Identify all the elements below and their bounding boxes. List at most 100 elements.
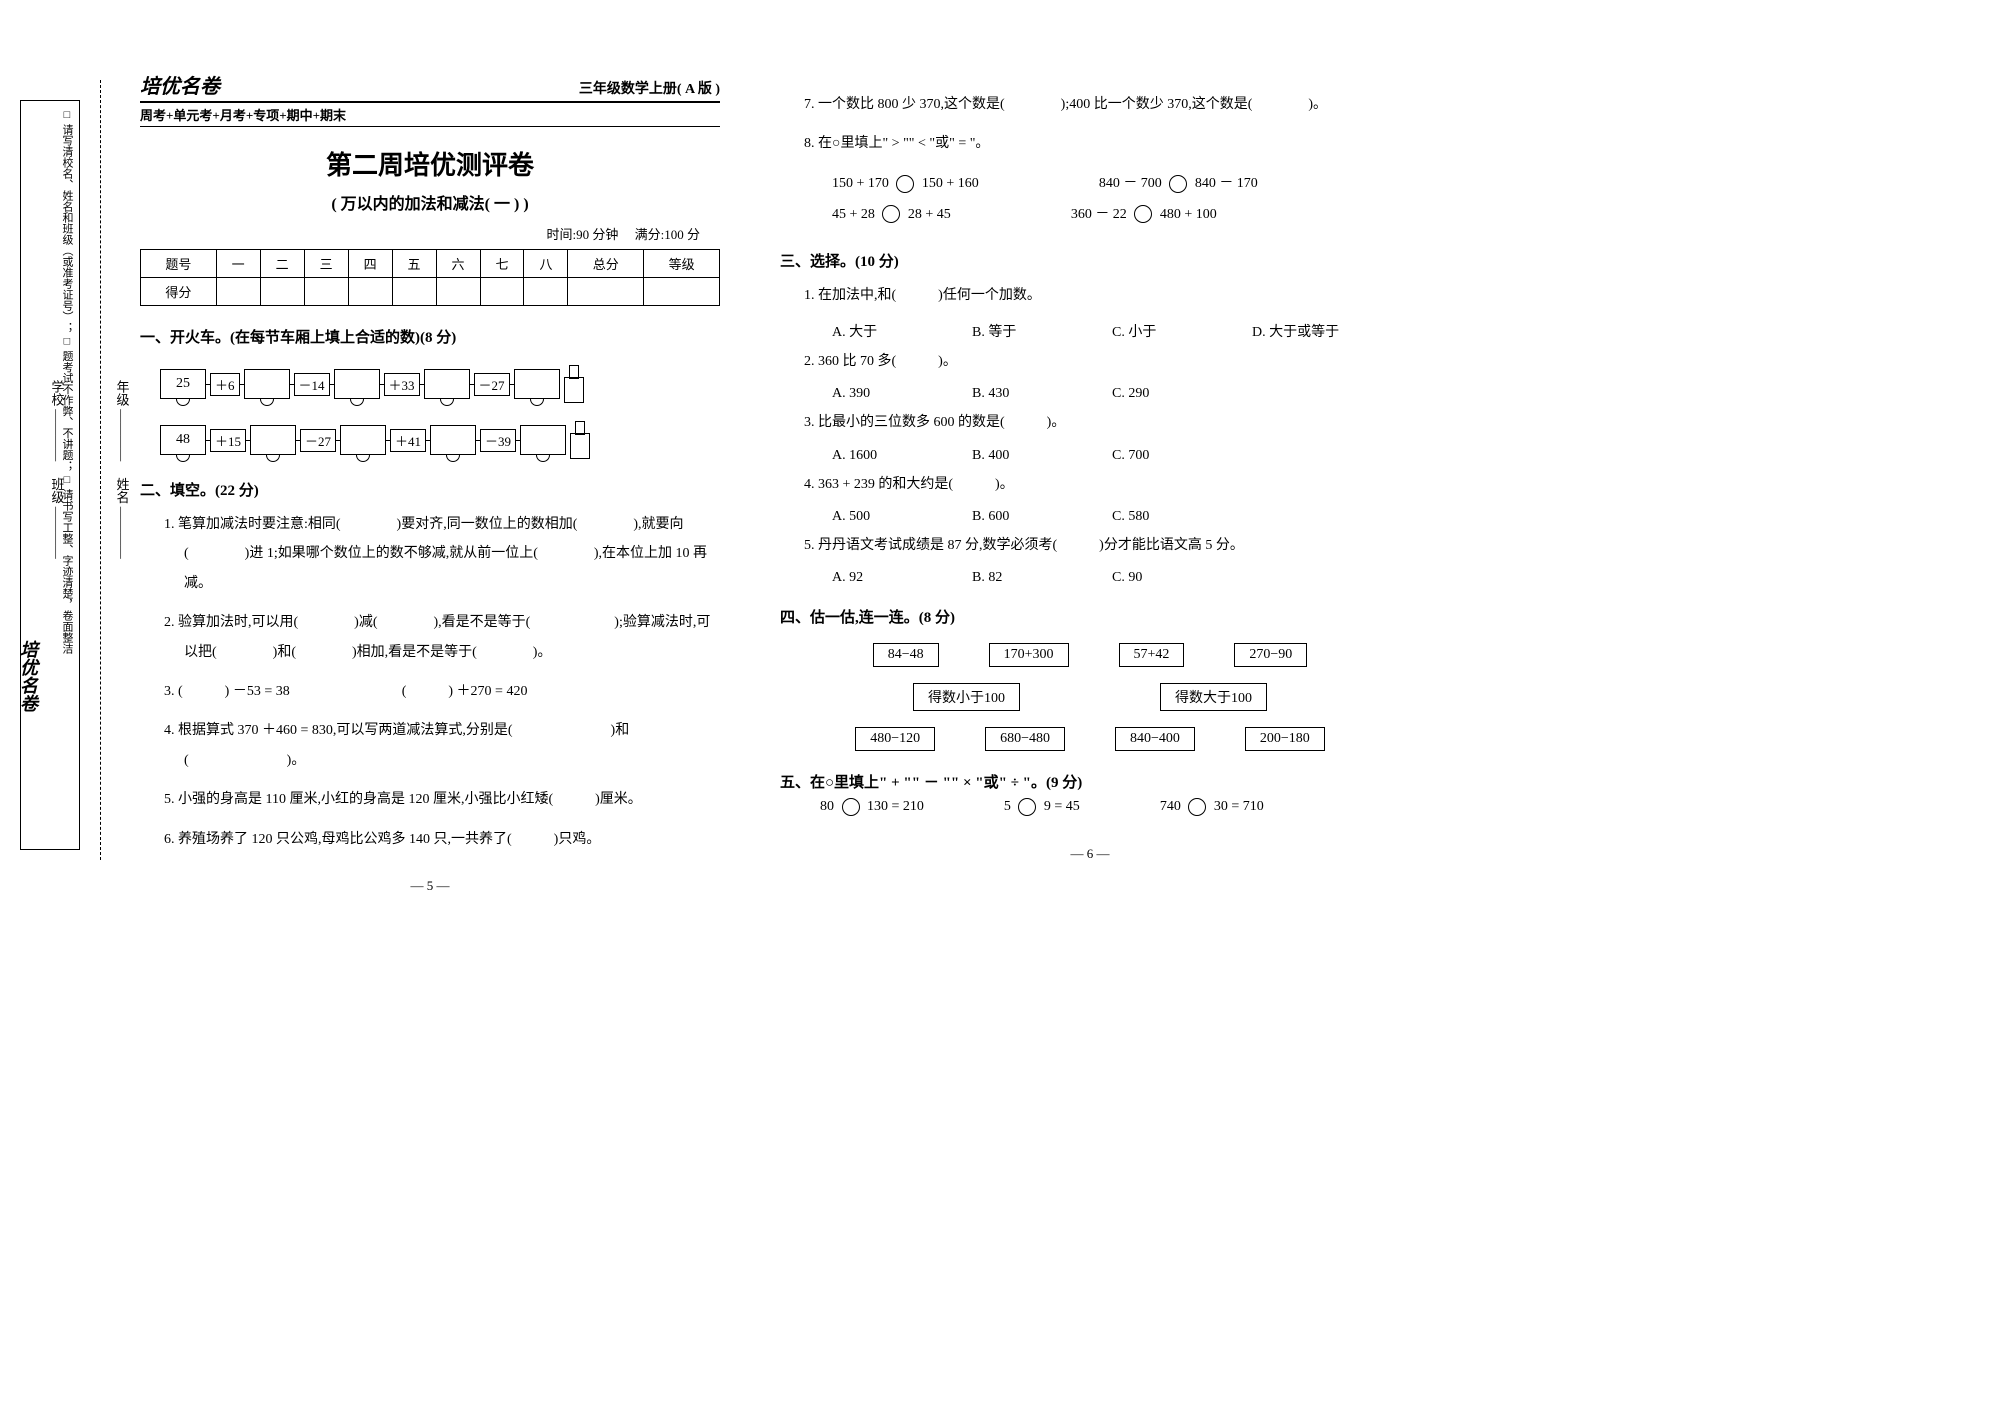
page-number: — 5 —: [140, 878, 720, 894]
train-blank[interactable]: [334, 369, 380, 399]
compare-row: 45 + 28 28 + 45 360 － 22 480 + 100: [804, 200, 1400, 231]
train-blank[interactable]: [430, 425, 476, 455]
op-expr: 740 30 = 710: [1160, 792, 1264, 821]
choice[interactable]: A. 大于: [832, 321, 912, 341]
est-box[interactable]: 680−480: [985, 727, 1065, 751]
td-blank[interactable]: [304, 278, 348, 306]
table-row: 题号 一 二 三 四 五 六 七 八 总分 等级: [141, 250, 720, 278]
brand-title: 培优名卷: [140, 70, 220, 99]
fullscore-label: 满分:100 分: [635, 227, 700, 242]
score-table: 题号 一 二 三 四 五 六 七 八 总分 等级 得分: [140, 249, 720, 306]
train-op: ＋33: [384, 373, 420, 396]
circle-blank[interactable]: [896, 175, 914, 193]
train-blank[interactable]: [250, 425, 296, 455]
th: 七: [480, 250, 524, 278]
choice-row: A. 大于 B. 等于 C. 小于 D. 大于或等于: [804, 321, 1400, 341]
q-item: 7. 一个数比 800 少 370,这个数是( );400 比一个数少 370,…: [804, 90, 1400, 119]
q-item: 2. 360 比 70 多( )。: [804, 347, 1400, 376]
train-row-1: 25 ＋6 －14 ＋33 －27: [160, 365, 720, 403]
choice[interactable]: C. 290: [1112, 386, 1192, 402]
td-blank[interactable]: [216, 278, 260, 306]
choice[interactable]: D. 大于或等于: [1252, 321, 1339, 341]
train-blank[interactable]: [244, 369, 290, 399]
td-blank[interactable]: [436, 278, 480, 306]
td-blank[interactable]: [644, 278, 720, 306]
choice[interactable]: B. 600: [972, 509, 1052, 525]
op-expr: 80 130 = 210: [820, 792, 924, 821]
train-start: 25: [160, 369, 206, 399]
brand-logo-vertical: 培优名卷: [15, 640, 41, 712]
choice[interactable]: C. 小于: [1112, 321, 1192, 341]
section-3-title: 三、选择。(10 分): [780, 250, 1400, 271]
choice-row: A. 92 B. 82 C. 90: [804, 570, 1400, 586]
header-row: 培优名卷 三年级数学上册( A 版 ): [140, 70, 720, 103]
td-blank[interactable]: [260, 278, 304, 306]
th: 五: [392, 250, 436, 278]
td-blank[interactable]: [348, 278, 392, 306]
circle-blank[interactable]: [1169, 175, 1187, 193]
train-engine-icon: [564, 365, 584, 403]
choice[interactable]: B. 430: [972, 386, 1052, 402]
th: 八: [524, 250, 568, 278]
label-grade: 年级: [115, 380, 130, 406]
label-class: 班级: [50, 478, 65, 504]
th: 等级: [644, 250, 720, 278]
choice[interactable]: A. 92: [832, 570, 912, 586]
train-blank[interactable]: [520, 425, 566, 455]
circle-blank[interactable]: [1188, 798, 1206, 816]
q-item: 3. 比最小的三位数多 600 的数是( )。: [804, 408, 1400, 437]
train-blank[interactable]: [340, 425, 386, 455]
train-op: ＋15: [210, 429, 246, 452]
th: 题号: [141, 250, 217, 278]
td-label: 得分: [141, 278, 217, 306]
time-score: 时间:90 分钟 满分:100 分: [140, 224, 720, 243]
sub-header: 周考+单元考+月考+专项+期中+期末: [140, 105, 720, 127]
choice[interactable]: A. 500: [832, 509, 912, 525]
page-number: — 6 —: [780, 846, 1400, 862]
train-op: －27: [300, 429, 336, 452]
choice-list: 1. 在加法中,和( )任何一个加数。 A. 大于 B. 等于 C. 小于 D.…: [780, 281, 1400, 586]
train-blank[interactable]: [424, 369, 470, 399]
circle-blank[interactable]: [842, 798, 860, 816]
choice[interactable]: C. 700: [1112, 448, 1192, 464]
circle-blank[interactable]: [882, 205, 900, 223]
train-row-2: 48 ＋15 －27 ＋41 －39: [160, 421, 720, 459]
choice[interactable]: B. 等于: [972, 321, 1052, 341]
td-blank[interactable]: [392, 278, 436, 306]
train-blank[interactable]: [514, 369, 560, 399]
td-blank[interactable]: [568, 278, 644, 306]
td-blank[interactable]: [480, 278, 524, 306]
circle-blank[interactable]: [1018, 798, 1036, 816]
q-item: 2. 验算加法时,可以用( )减( ),看是不是等于( );验算减法时,可以把(…: [164, 608, 720, 667]
table-row: 得分: [141, 278, 720, 306]
choice[interactable]: B. 82: [972, 570, 1052, 586]
est-box[interactable]: 57+42: [1119, 643, 1185, 667]
choice[interactable]: C. 580: [1112, 509, 1192, 525]
train-op: ＋6: [210, 373, 240, 396]
compare-expr: 840 － 700 840 － 170: [1099, 169, 1258, 200]
q-item: 5. 丹丹语文考试成绩是 87 分,数学必须考( )分才能比语文高 5 分。: [804, 531, 1400, 560]
grade-label: 三年级数学上册( A 版 ): [579, 78, 720, 98]
est-box[interactable]: 480−120: [855, 727, 935, 751]
q-item: 1. 在加法中,和( )任何一个加数。: [804, 281, 1400, 310]
est-box[interactable]: 840−400: [1115, 727, 1195, 751]
circle-blank[interactable]: [1134, 205, 1152, 223]
train-op: －27: [474, 373, 510, 396]
est-box[interactable]: 170+300: [989, 643, 1069, 667]
student-info-labels: 年级 ———— 姓名 ———— 学校 ———— 班级 ————: [40, 380, 138, 559]
est-box[interactable]: 84−48: [873, 643, 939, 667]
est-box[interactable]: 200−180: [1245, 727, 1325, 751]
est-box[interactable]: 得数小于100: [913, 683, 1020, 711]
operator-fill-row: 80 130 = 210 5 9 = 45 740 30 = 710: [780, 792, 1400, 821]
choice[interactable]: C. 90: [1112, 570, 1192, 586]
estimate-mid-row: 得数小于100 得数大于100: [780, 683, 1400, 711]
est-box[interactable]: 得数大于100: [1160, 683, 1267, 711]
compare-expr: 45 + 28 28 + 45: [832, 200, 951, 231]
choice[interactable]: A. 1600: [832, 448, 912, 464]
choice[interactable]: B. 400: [972, 448, 1052, 464]
td-blank[interactable]: [524, 278, 568, 306]
est-box[interactable]: 270−90: [1234, 643, 1307, 667]
choice[interactable]: A. 390: [832, 386, 912, 402]
fill-blank-list: 1. 笔算加减法时要注意:相同( )要对齐,同一数位上的数相加( ),就要向( …: [140, 510, 720, 854]
page-5: 培优名卷 三年级数学上册( A 版 ) 周考+单元考+月考+专项+期中+期末 第…: [140, 70, 720, 894]
